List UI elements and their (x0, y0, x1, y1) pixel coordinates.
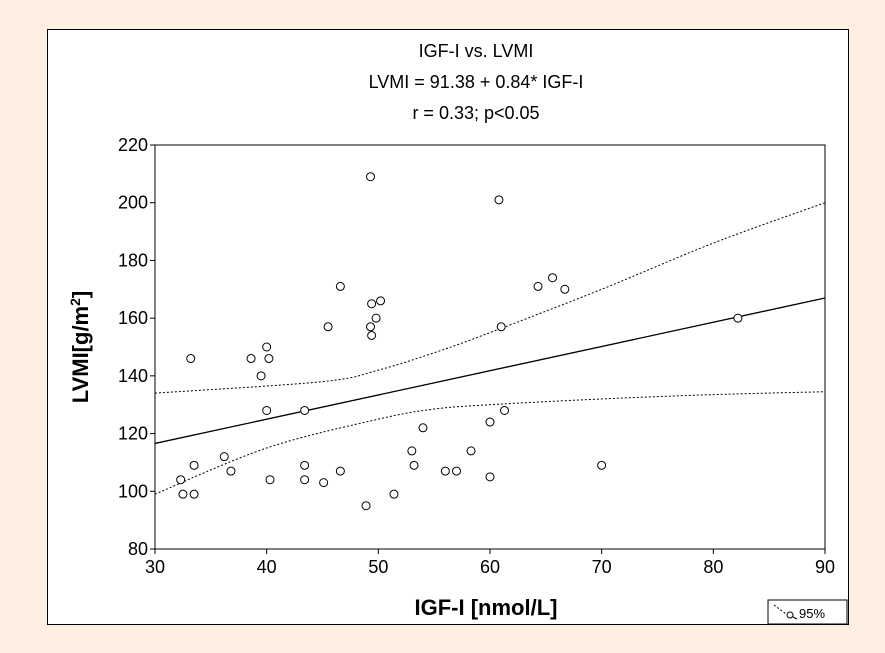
y-tick-label: 160 (118, 308, 148, 328)
regression-line (154, 297, 826, 445)
data-point (189, 460, 199, 470)
data-point (319, 478, 329, 488)
legend-line-icon (792, 616, 798, 620)
data-point (323, 322, 333, 332)
regression-line-group (154, 297, 826, 445)
data-point (335, 281, 345, 291)
data-point (389, 489, 399, 499)
data-point (361, 501, 371, 511)
data-point (733, 313, 743, 323)
data-point (418, 423, 428, 433)
x-tick-label: 30 (145, 557, 165, 577)
y-axis-ticks: 80 100 120 140 160 180 200 220 (118, 135, 155, 559)
scatter-chart: IGF-I vs. LVMI LVMI = 91.38 + 0.84* IGF-… (67, 41, 848, 625)
data-point (246, 354, 256, 364)
data-point (376, 296, 386, 306)
data-point (300, 475, 310, 485)
x-tick-label: 50 (368, 557, 388, 577)
data-point (407, 446, 417, 456)
data-point (256, 371, 266, 381)
data-point (371, 313, 381, 323)
y-tick-label: 200 (118, 193, 148, 213)
data-points (176, 172, 743, 511)
confidence-band (154, 202, 826, 495)
data-point (597, 460, 607, 470)
data-point (264, 354, 274, 364)
data-point (226, 466, 236, 476)
legend: 95% (767, 599, 848, 625)
data-point (440, 466, 450, 476)
legend-marker-icon (786, 611, 794, 619)
chart-title-block: IGF-I vs. LVMI LVMI = 91.38 + 0.84* IGF-… (369, 41, 584, 123)
data-point (300, 405, 310, 415)
regression-equation: LVMI = 91.38 + 0.84* IGF-I (369, 72, 584, 92)
data-point (500, 405, 510, 415)
data-point (485, 417, 495, 427)
x-tick-label: 80 (703, 557, 723, 577)
x-axis-ticks: 30 40 50 60 70 80 90 (145, 549, 835, 577)
data-point (186, 354, 196, 364)
data-point (265, 475, 275, 485)
y-tick-label: 180 (118, 250, 148, 270)
x-axis-title: IGF-I [nmol/L] (415, 595, 558, 620)
legend-box (767, 599, 848, 625)
data-point (262, 342, 272, 352)
data-point (366, 172, 376, 182)
y-axis-title: LVMI[g/m2] (67, 291, 93, 403)
data-point (548, 273, 558, 283)
x-tick-label: 70 (592, 557, 612, 577)
legend-label: 95% (799, 606, 825, 621)
y-tick-label: 80 (128, 539, 148, 559)
data-point (300, 460, 310, 470)
data-point (219, 452, 229, 462)
data-point (452, 466, 461, 476)
data-point (485, 472, 495, 482)
data-point (176, 475, 186, 485)
data-point (494, 195, 504, 205)
correlation-stats: r = 0.33; p<0.05 (412, 103, 539, 123)
y-axis-title-end: ] (68, 291, 93, 298)
data-point (496, 322, 506, 332)
legend-ci-line-icon (773, 604, 787, 615)
data-point (409, 460, 419, 470)
data-point (366, 322, 376, 332)
y-tick-label: 120 (118, 424, 148, 444)
data-point (335, 466, 345, 476)
data-point (189, 489, 199, 499)
y-tick-label: 140 (118, 366, 148, 386)
x-tick-label: 60 (480, 557, 500, 577)
y-axis-title-sup: 2 (67, 298, 83, 306)
chart-panel: IGF-I vs. LVMI LVMI = 91.38 + 0.84* IGF-… (47, 29, 849, 625)
x-tick-label: 90 (815, 557, 835, 577)
data-point (560, 284, 570, 294)
data-point (367, 299, 377, 309)
y-tick-label: 100 (118, 481, 148, 501)
data-point (466, 446, 476, 456)
ci-upper-curve (154, 202, 826, 394)
y-tick-label: 220 (118, 135, 148, 155)
x-tick-label: 40 (257, 557, 277, 577)
y-axis-title-main: LVMI[g/m (68, 306, 93, 403)
chart-title: IGF-I vs. LVMI (419, 41, 534, 61)
data-point (533, 281, 543, 291)
data-point (262, 405, 272, 415)
plot-area (154, 144, 826, 550)
data-point (367, 330, 377, 340)
data-point (178, 489, 188, 499)
